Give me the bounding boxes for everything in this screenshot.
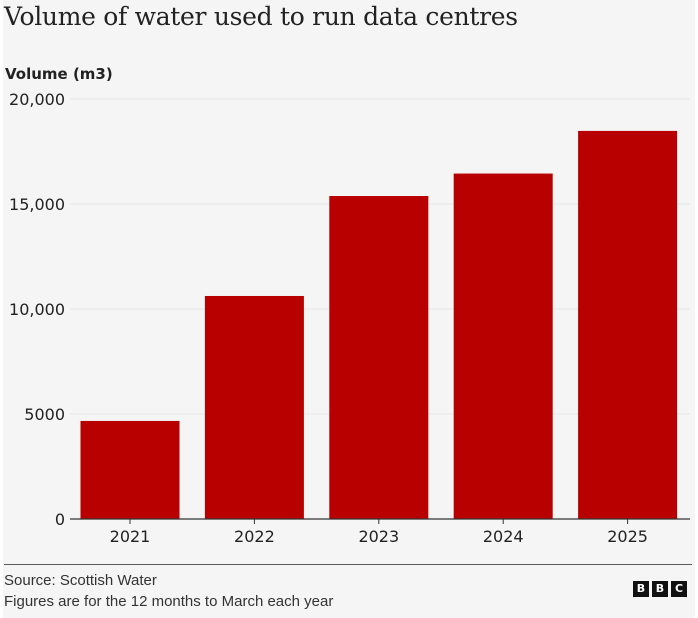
- x-tick-label: 2025: [607, 527, 648, 546]
- x-tick-label: 2022: [234, 527, 275, 546]
- y-tick-label: 10,000: [9, 300, 65, 319]
- y-axis-title: Volume (m3): [5, 65, 113, 83]
- bbc-logo-block: B: [652, 581, 668, 597]
- x-axis: 2021 2022 2023 2024 2025: [70, 518, 690, 546]
- bar-2024: [453, 173, 553, 520]
- x-tick-label: 2024: [483, 527, 524, 546]
- footer-divider: [4, 564, 692, 565]
- y-tick-label: 20,000: [9, 90, 65, 109]
- bbc-logo: B B C: [633, 581, 687, 597]
- bar-2021: [80, 420, 180, 519]
- bbc-logo-block: C: [671, 581, 687, 597]
- y-tick-label: 15,000: [9, 195, 65, 214]
- y-axis: 0 5000 10,000 15,000 20,000: [9, 90, 65, 529]
- bar-2022: [204, 295, 304, 519]
- x-tick-label: 2023: [358, 527, 399, 546]
- source-note: Source: Scottish Water: [4, 572, 157, 589]
- bar-chart: Volume (m3) 0 5000 10,000 15,000 20,000 2021…: [5, 65, 690, 546]
- chart-title: Volume of water used to run data centres: [4, 2, 518, 31]
- bars: [80, 130, 678, 520]
- bbc-logo-block: B: [633, 581, 649, 597]
- bar-2023: [329, 196, 429, 519]
- y-tick-label: 0: [55, 510, 65, 529]
- y-tick-label: 5000: [24, 405, 65, 424]
- x-tick-label: 2021: [110, 527, 151, 546]
- figures-note: Figures are for the 12 months to March e…: [4, 593, 334, 610]
- bar-2025: [578, 130, 678, 520]
